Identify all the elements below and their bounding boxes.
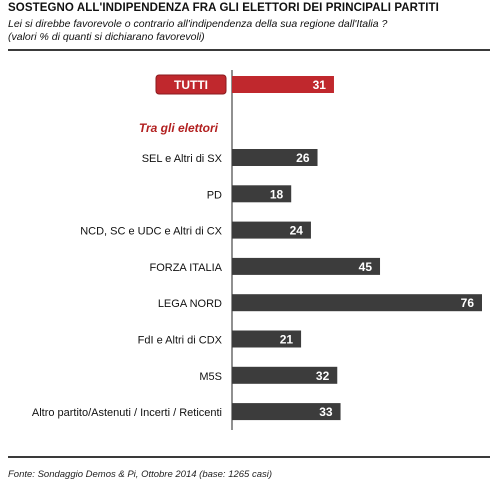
party-bar: [232, 149, 318, 166]
category-label: LEGA NORD: [158, 298, 222, 310]
party-value-label: 26: [296, 151, 310, 165]
values-note: (valori % di quanti si dichiarano favore…: [8, 31, 205, 43]
section-label: Tra gli elettori: [139, 121, 219, 135]
chart-title: SOSTEGNO ALL'INDIPENDENZA FRA GLI ELETTO…: [8, 2, 439, 14]
party-bar: [232, 403, 341, 421]
bottom-rule: [8, 456, 490, 458]
party-bar: [232, 294, 482, 312]
party-value-label: 33: [319, 405, 333, 419]
source-note: Fonte: Sondaggio Demos & Pi, Ottobre 201…: [8, 469, 273, 480]
category-label: M5S: [199, 371, 222, 383]
category-label: PD: [207, 189, 222, 201]
party-bar: [232, 330, 302, 348]
party-value-label: 18: [270, 187, 284, 201]
party-bar: [232, 257, 381, 275]
party-value-label: 76: [461, 296, 475, 310]
total-value-label: 31: [313, 78, 327, 92]
party-value-label: 32: [316, 369, 330, 383]
chart-subtitle: Lei si direbbe favorevole o contrario al…: [8, 18, 488, 44]
total-label-box: [155, 74, 227, 95]
party-value-label: 24: [290, 224, 304, 238]
category-label: Altro partito/Astenuti / Incerti / Retic…: [32, 407, 222, 419]
survey-question: Lei si direbbe favorevole o contrario al…: [8, 18, 388, 30]
total-bar: [232, 76, 334, 93]
party-value-label: 45: [359, 260, 373, 274]
category-label: SEL e Altri di SX: [142, 153, 223, 165]
party-bar: [232, 366, 338, 384]
party-bar: [232, 221, 311, 239]
category-label: FdI e Altri di CDX: [138, 335, 223, 347]
top-rule: [8, 49, 490, 51]
party-value-label: 21: [280, 333, 294, 347]
total-label: TUTTI: [174, 78, 208, 92]
party-bar: [232, 185, 292, 203]
category-label: NCD, SC e UDC e Altri di CX: [80, 226, 222, 238]
category-label: FORZA ITALIA: [149, 262, 222, 274]
